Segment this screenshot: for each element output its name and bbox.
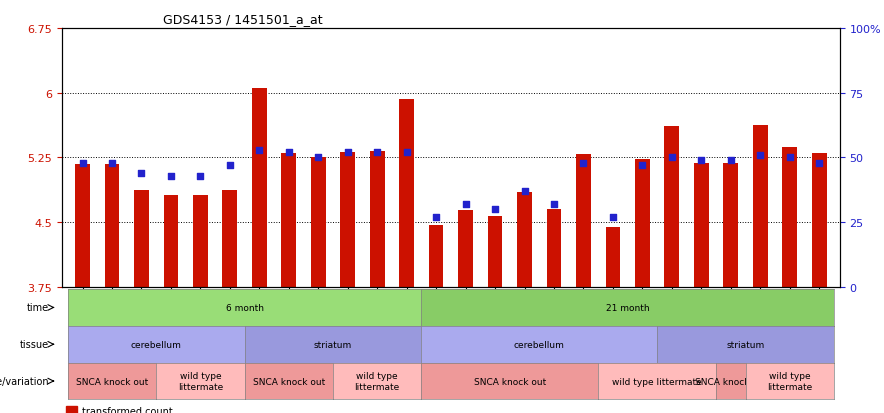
Bar <box>517 192 532 287</box>
Point <box>517 188 531 195</box>
Point <box>75 160 89 166</box>
Point <box>636 163 650 169</box>
Bar <box>400 100 414 287</box>
Text: cerebellum: cerebellum <box>514 340 565 349</box>
Text: time: time <box>27 303 49 313</box>
Text: SNCA knock out: SNCA knock out <box>76 377 149 386</box>
Bar <box>606 227 621 287</box>
Text: SNCA knock out: SNCA knock out <box>253 377 325 386</box>
Point <box>134 170 149 177</box>
Text: SNCA knock out: SNCA knock out <box>474 377 546 386</box>
Bar <box>340 153 355 287</box>
Point <box>400 150 414 156</box>
Bar <box>193 195 208 287</box>
Bar <box>458 211 473 287</box>
Bar <box>665 126 679 287</box>
Text: 6 month: 6 month <box>225 303 263 312</box>
Bar <box>723 163 738 287</box>
Text: striatum: striatum <box>727 340 765 349</box>
Bar <box>311 157 325 287</box>
Bar <box>546 210 561 287</box>
Point <box>576 160 591 166</box>
Text: wild type
littermate: wild type littermate <box>354 371 400 391</box>
Text: transformed count: transformed count <box>82 406 172 413</box>
Point <box>812 160 827 166</box>
Point <box>429 214 443 221</box>
Point <box>547 201 561 208</box>
Bar <box>753 126 767 287</box>
Bar <box>281 154 296 287</box>
Bar <box>104 164 119 287</box>
Text: genotype/variation: genotype/variation <box>0 376 49 386</box>
Bar <box>75 164 90 287</box>
Point <box>223 163 237 169</box>
Text: SNCA knock out: SNCA knock out <box>695 377 767 386</box>
Text: wild type
littermate: wild type littermate <box>767 371 812 391</box>
Text: cerebellum: cerebellum <box>131 340 181 349</box>
Text: wild type
littermate: wild type littermate <box>178 371 223 391</box>
Bar <box>134 191 149 287</box>
Text: striatum: striatum <box>314 340 352 349</box>
Bar <box>164 195 179 287</box>
Point <box>311 155 325 161</box>
Bar <box>223 191 237 287</box>
Point <box>340 150 354 156</box>
Point <box>459 201 473 208</box>
Point <box>252 147 266 154</box>
Bar <box>66 406 78 413</box>
Bar <box>635 160 650 287</box>
Text: GDS4153 / 1451501_a_at: GDS4153 / 1451501_a_at <box>163 13 323 26</box>
Bar <box>252 88 267 287</box>
Point <box>782 155 796 161</box>
Bar <box>694 163 709 287</box>
Point <box>694 157 708 164</box>
Point <box>724 157 738 164</box>
Bar <box>488 217 502 287</box>
Point <box>665 155 679 161</box>
Point <box>164 173 178 180</box>
Text: 21 month: 21 month <box>606 303 650 312</box>
Bar <box>576 154 591 287</box>
Point <box>370 150 385 156</box>
Point <box>194 173 208 180</box>
Bar <box>429 225 444 287</box>
Bar <box>782 148 797 287</box>
Text: tissue: tissue <box>19 339 49 349</box>
Point <box>282 150 296 156</box>
Point <box>105 160 119 166</box>
Bar <box>370 151 385 287</box>
Text: wild type littermate: wild type littermate <box>613 377 702 386</box>
Point <box>753 152 767 159</box>
Point <box>488 206 502 213</box>
Bar <box>812 154 827 287</box>
Point <box>606 214 620 221</box>
